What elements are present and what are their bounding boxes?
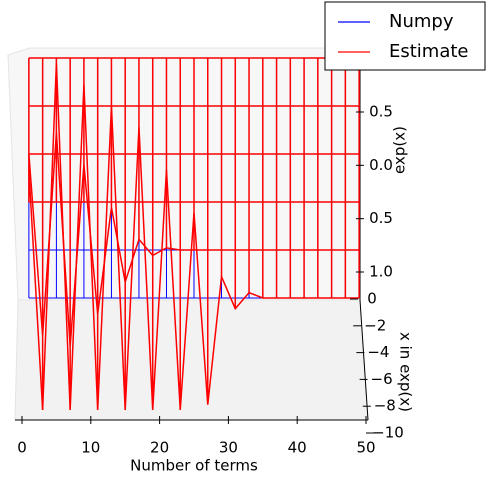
y-tick-label: −4 [367,343,389,361]
x-axis-label: Number of terms [130,457,258,475]
y-tick-label: −2 [364,316,386,334]
legend-box [324,1,486,71]
legend-label: Estimate [389,41,469,62]
x-tick-label: 20 [150,439,169,457]
z-tick-label: 1.0 [369,263,393,281]
legend-label: Numpy [389,11,454,32]
x-tick-label: 0 [17,439,27,457]
x-tick-label: 30 [219,439,238,457]
y-tick-label: −8 [374,397,396,415]
z-tick-label: 0.5 [369,103,393,121]
y-tick-label: 0 [367,290,377,308]
y-axis [359,299,369,421]
y-axis-label: x in exp(x) [397,332,415,412]
x-tick-label: 40 [288,439,307,457]
x-tick-label: 10 [81,439,100,457]
y-tick-label: −10 [372,424,404,442]
z-axis-label: exp(x) [391,126,409,174]
x-tick-label: 50 [356,439,375,457]
y-tick-label: −6 [371,370,393,388]
z-tick-label: 0.5 [369,209,393,227]
z-tick-label: 0.0 [369,156,393,174]
